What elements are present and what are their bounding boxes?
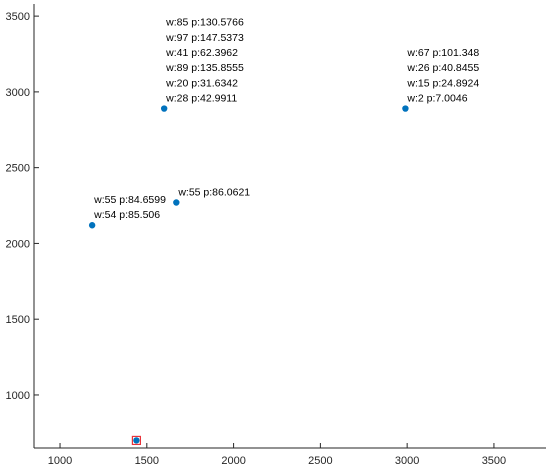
point-annotation-label: w:97 p:147.5373 [165,32,244,44]
y-tick-label: 3500 [6,11,30,23]
point-annotation-label: w:20 p:31.6342 [165,77,238,89]
data-point [88,222,96,229]
point-annotation-label: w:54 p:85.506 [93,209,160,221]
y-tick-label: 2000 [6,238,30,250]
point-annotations: w:85 p:130.5766 w:97 p:147.5373 w:41 p:62.… [93,17,479,222]
point-annotation-label: w:26 p:40.8455 [406,62,479,74]
point-annotation-label: w:85 p:130.5766 [165,17,244,29]
point-annotation-label: w:55 p:86.0621 [177,187,250,199]
point-annotation-label: w:55 p:84.6599 [93,194,166,206]
point-annotation-label: w:28 p:42.9911 [165,93,237,105]
highlight-marker [131,435,141,446]
data-point [133,437,140,444]
x-tick-label: 3500 [482,455,506,467]
axes [33,4,546,449]
point-annotation-label: w:15 p:24.8924 [406,77,479,89]
point-annotation-label: w:89 p:135.8555 [165,62,244,74]
data-point [173,199,180,206]
point-annotation-label: w:67 p:101.348 [406,47,479,59]
x-tick-label: 3000 [395,455,419,467]
x-tick-label: 2500 [308,455,332,467]
x-tick-label: 1500 [135,455,159,467]
data-point [402,105,409,112]
data-point [160,105,168,112]
x-tick-label: 1000 [48,455,72,467]
x-axis-ticks: 1000 1500 2000 2500 3000 3500 [48,443,506,467]
y-tick-label: 1000 [6,390,30,402]
point-annotation-label: w:41 p:62.3962 [165,47,238,59]
y-tick-label: 3000 [6,87,30,99]
x-tick-label: 2000 [221,455,245,467]
y-axis-ticks: 1000 1500 2000 2500 3000 3500 [6,11,39,402]
y-tick-label: 1500 [6,314,30,326]
y-tick-label: 2500 [6,163,30,175]
point-annotation-label: w:2 p:7.0046 [406,93,467,105]
data-points [88,105,409,446]
